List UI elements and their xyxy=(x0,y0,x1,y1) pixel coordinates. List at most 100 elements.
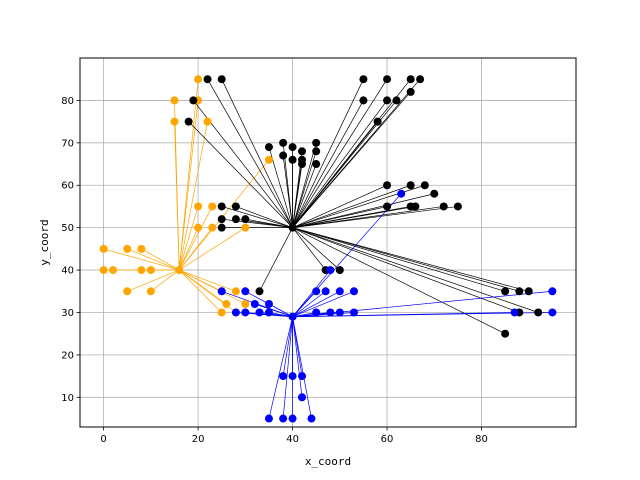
orange-connection-line xyxy=(179,269,237,292)
blue-connection-line xyxy=(292,290,340,318)
blue-data-point xyxy=(349,308,358,317)
blue-data-point xyxy=(241,308,250,317)
blue-connection-line xyxy=(292,291,317,317)
orange-data-point xyxy=(146,266,155,275)
orange-data-point xyxy=(208,223,217,232)
orange-connection-line xyxy=(174,121,180,271)
black-connection-line xyxy=(292,163,303,228)
plot-frame xyxy=(79,57,577,428)
y-tick-label: 20 xyxy=(61,350,74,361)
blue-hub-point xyxy=(288,312,297,321)
black-data-point xyxy=(255,287,264,296)
orange-data-point xyxy=(194,75,203,84)
blue-data-point xyxy=(298,393,307,402)
orange-data-point xyxy=(170,117,179,126)
black-data-point xyxy=(430,189,439,198)
black-connection-line xyxy=(292,227,539,313)
black-connection-line xyxy=(292,142,317,228)
blue-connection-line xyxy=(254,303,293,318)
orange-data-point xyxy=(217,308,226,317)
blue-connection-line xyxy=(268,303,293,318)
y-tick-label: 50 xyxy=(61,223,74,234)
black-connection-line xyxy=(292,227,529,292)
black-data-point xyxy=(411,202,420,211)
orange-data-point xyxy=(137,266,146,275)
blue-connection-line xyxy=(292,316,312,419)
blue-data-point xyxy=(349,287,358,296)
grid xyxy=(80,58,576,427)
black-data-point xyxy=(335,266,344,275)
orange-connection-line xyxy=(103,248,180,271)
blue-data-point xyxy=(307,414,316,423)
orange-hub-point xyxy=(175,266,184,275)
y-tick-label: 80 xyxy=(61,96,74,107)
blue-data-point xyxy=(288,372,297,381)
orange-connection-line xyxy=(150,269,180,292)
blue-data-point xyxy=(312,287,321,296)
orange-connection-line xyxy=(178,227,199,271)
black-data-point xyxy=(383,202,392,211)
blue-connection-line xyxy=(292,312,553,318)
y-tick-label: 10 xyxy=(61,393,74,404)
black-connection-line xyxy=(282,155,293,228)
black-data-point xyxy=(534,308,543,317)
black-connection-line xyxy=(259,227,293,292)
x-tick-label: 20 xyxy=(192,434,205,445)
blue-data-point xyxy=(255,308,264,317)
black-connection-line xyxy=(292,206,458,229)
blue-connection-line xyxy=(282,316,293,377)
orange-connection-line xyxy=(127,269,180,292)
black-connection-line xyxy=(292,100,388,228)
x-axis-label: x_coord xyxy=(305,455,351,468)
black-connection-line xyxy=(292,227,326,271)
orange-connection-line xyxy=(178,100,199,271)
black-data-point xyxy=(406,87,415,96)
black-data-point xyxy=(373,117,382,126)
black-connection-line xyxy=(292,206,416,229)
black-data-point xyxy=(383,181,392,190)
black-connection-line xyxy=(221,79,293,228)
orange-data-point xyxy=(123,244,132,253)
blue-data-point xyxy=(326,266,335,275)
x-tick-label: 80 xyxy=(475,434,488,445)
black-data-point xyxy=(231,215,240,224)
blue-connection-line xyxy=(292,193,402,317)
blue-data-point xyxy=(548,287,557,296)
black-data-point xyxy=(359,75,368,84)
orange-connection-line xyxy=(127,248,180,271)
black-data-point xyxy=(189,96,198,105)
data-points xyxy=(99,75,557,423)
black-hub-point xyxy=(288,223,297,232)
blue-connection-line xyxy=(282,316,293,419)
blue-connection-line xyxy=(292,290,326,318)
blue-data-point xyxy=(288,414,297,423)
orange-data-point xyxy=(241,223,250,232)
black-data-point xyxy=(501,287,510,296)
black-data-point xyxy=(359,96,368,105)
orange-data-point xyxy=(109,266,118,275)
orange-data-point xyxy=(170,96,179,105)
black-connection-line xyxy=(207,79,293,228)
black-data-point xyxy=(288,155,297,164)
black-connection-line xyxy=(292,227,341,271)
black-data-point xyxy=(217,223,226,232)
black-connection-line xyxy=(292,184,388,228)
orange-data-point xyxy=(241,300,250,308)
black-connection-line xyxy=(292,227,520,292)
black-data-point xyxy=(383,96,392,105)
orange-data-point xyxy=(203,117,212,126)
black-data-point xyxy=(515,287,524,296)
axis-ticks: 0 20 40 60 80 10 20 30 40 50 60 70 80 xyxy=(61,96,488,445)
black-data-point xyxy=(406,75,415,84)
black-data-point xyxy=(298,160,307,169)
blue-data-point xyxy=(312,308,321,317)
orange-data-point xyxy=(194,202,203,211)
black-data-point xyxy=(264,143,273,152)
black-connection-line xyxy=(292,91,411,228)
black-data-point xyxy=(279,138,288,147)
black-data-point xyxy=(392,96,401,105)
orange-connection-line xyxy=(178,159,270,271)
black-connection-line xyxy=(221,206,293,228)
black-connection-line xyxy=(245,218,293,228)
